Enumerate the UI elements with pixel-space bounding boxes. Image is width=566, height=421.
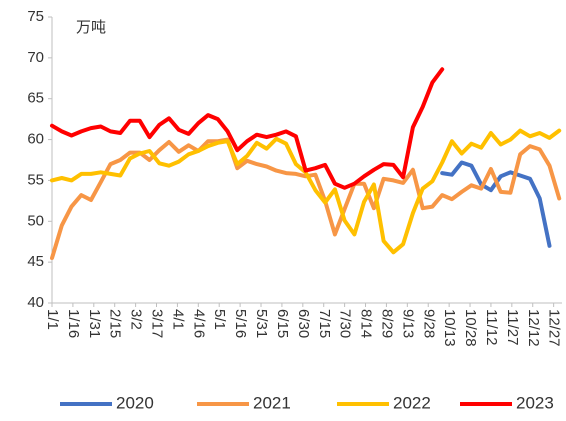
x-tick-label: 2/15 bbox=[107, 309, 124, 338]
series-line bbox=[50, 137, 562, 261]
unit-annotation: 万吨 bbox=[76, 19, 106, 36]
x-tick-label: 7/30 bbox=[337, 309, 354, 338]
x-tick-label: 3/2 bbox=[128, 309, 145, 330]
x-tick-label: 1/1 bbox=[44, 309, 61, 330]
x-tick-label: 5/16 bbox=[232, 309, 249, 338]
x-tick-label: 4/16 bbox=[190, 309, 207, 338]
y-tick-label: 55 bbox=[27, 171, 44, 188]
x-tick-label: 6/15 bbox=[274, 309, 291, 338]
y-tick-label: 70 bbox=[27, 49, 44, 66]
x-tick-label: 9/28 bbox=[420, 309, 437, 338]
x-tick-label: 3/17 bbox=[149, 309, 166, 338]
x-tick-label: 1/31 bbox=[86, 309, 103, 338]
x-tick-label: 1/16 bbox=[65, 309, 82, 338]
legend-label: 2023 bbox=[516, 393, 554, 412]
y-tick-label: 40 bbox=[27, 294, 44, 311]
x-tick-label: 11/27 bbox=[504, 309, 521, 345]
x-tick-label: 8/14 bbox=[358, 309, 375, 338]
y-tick-label: 75 bbox=[27, 8, 44, 25]
x-tick-label: 10/13 bbox=[441, 309, 458, 347]
x-tick-label: 12/12 bbox=[525, 309, 542, 347]
x-tick-label: 8/29 bbox=[378, 309, 395, 338]
x-tick-label: 12/27 bbox=[546, 309, 563, 347]
x-tick-label: 4/1 bbox=[169, 309, 186, 330]
x-tick-label: 6/30 bbox=[295, 309, 312, 338]
series-line bbox=[440, 160, 552, 248]
x-tick-label: 5/31 bbox=[253, 309, 270, 338]
legend-label: 2022 bbox=[393, 393, 431, 412]
legend-label: 2020 bbox=[116, 393, 154, 412]
y-tick-label: 60 bbox=[27, 131, 44, 148]
x-tick-label: 7/15 bbox=[316, 309, 333, 338]
legend-label: 2021 bbox=[253, 393, 291, 412]
y-tick-label: 45 bbox=[27, 253, 44, 270]
x-tick-label: 10/28 bbox=[462, 309, 479, 347]
series-line bbox=[50, 67, 445, 190]
series-line bbox=[50, 128, 562, 255]
x-tick-label: 11/12 bbox=[483, 309, 500, 345]
x-tick-label: 9/13 bbox=[399, 309, 416, 338]
x-tick-label: 5/1 bbox=[211, 309, 228, 330]
y-tick-label: 50 bbox=[27, 212, 44, 229]
y-tick-label: 65 bbox=[27, 90, 44, 107]
